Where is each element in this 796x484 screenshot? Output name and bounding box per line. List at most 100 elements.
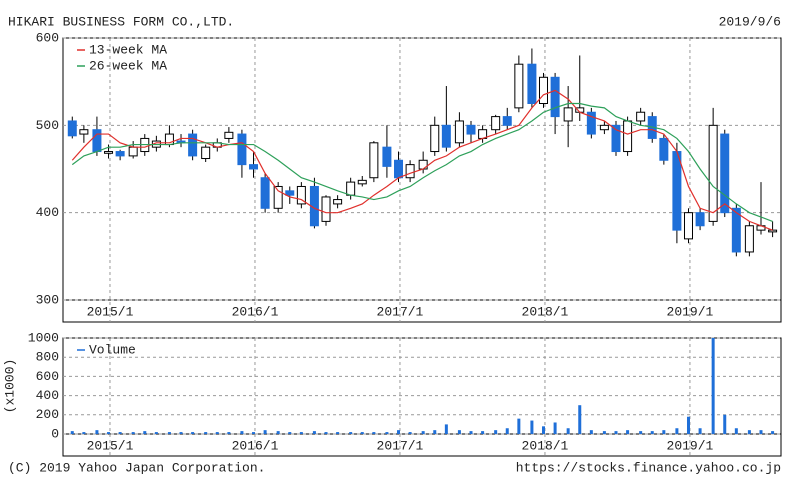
legend-label: 13-week MA — [89, 42, 167, 57]
y-tick-label: 400 — [36, 205, 59, 220]
volume-bar — [698, 428, 702, 434]
y-tick-label: 800 — [36, 350, 59, 365]
candle-body — [346, 181, 356, 196]
candle-body — [744, 225, 754, 253]
volume-bar — [215, 432, 219, 434]
volume-bar — [95, 430, 99, 434]
candle-body — [237, 133, 247, 166]
candle-body — [430, 124, 440, 153]
candle-body — [296, 185, 306, 205]
candle-body — [321, 196, 331, 222]
volume-bar — [662, 430, 666, 434]
candle-body — [405, 164, 415, 179]
y-tick-label: 300 — [36, 292, 59, 307]
volume-bar — [469, 431, 473, 434]
volume-bar — [759, 430, 763, 434]
candle-body — [454, 120, 464, 144]
candle-body — [201, 146, 211, 160]
candle-body — [418, 159, 428, 170]
volume-bar — [639, 431, 643, 434]
plot-frame — [62, 37, 782, 323]
legend-label: 26-week MA — [89, 58, 167, 73]
volume-bar — [602, 431, 606, 434]
volume-bar — [626, 430, 630, 434]
candle-body — [586, 111, 596, 135]
candle-body — [128, 146, 138, 157]
volume-bar — [143, 431, 147, 434]
volume-bar — [444, 424, 448, 434]
candle-body — [731, 207, 741, 253]
volume-bar — [372, 432, 376, 434]
candle-body — [369, 142, 379, 179]
candle-body — [502, 116, 512, 126]
volume-bar — [747, 430, 751, 434]
candle-body — [357, 179, 367, 185]
volume-bar — [421, 431, 425, 434]
volume-bar — [324, 432, 328, 434]
volume-bar — [481, 431, 485, 434]
candle-body — [115, 151, 125, 157]
candle-body — [768, 229, 778, 233]
volume-bar — [686, 416, 690, 434]
x-tick-label: 2017/1 — [377, 304, 424, 319]
y-tick-label: 600 — [36, 30, 59, 45]
x-tick-label: 2015/1 — [87, 438, 134, 453]
volume-bar — [82, 432, 86, 434]
volume-bar — [614, 431, 618, 434]
candle-body — [79, 129, 89, 135]
volume-bar — [578, 405, 582, 434]
candle-body — [224, 131, 234, 139]
candle-body — [104, 151, 114, 154]
candle-body — [273, 185, 283, 209]
volume-bar — [734, 428, 738, 434]
candle-body — [550, 76, 560, 118]
volume-bar — [118, 432, 122, 434]
candle-body — [672, 151, 682, 231]
candle-body — [466, 124, 476, 135]
candle-body — [394, 159, 404, 179]
volume-bar — [263, 430, 267, 434]
candle-body — [491, 116, 501, 131]
volume-bar — [240, 431, 244, 434]
y-tick-label: 600 — [36, 369, 59, 384]
volume-bar — [494, 430, 498, 434]
volume-bar — [408, 432, 412, 434]
candle-body — [563, 107, 573, 122]
x-tick-label: 2017/1 — [377, 438, 424, 453]
volume-bar — [336, 432, 340, 434]
volume-bar — [517, 418, 521, 434]
candle-body — [539, 76, 549, 105]
volume-bar — [360, 432, 364, 434]
volume-bar — [433, 430, 437, 434]
legend-label: Volume — [89, 342, 136, 357]
x-tick-label: 2019/1 — [667, 438, 714, 453]
candle-body — [527, 63, 537, 104]
volume-bar — [711, 338, 715, 434]
volume-bar — [312, 431, 316, 434]
candle-body — [67, 120, 77, 137]
volume-bar — [70, 431, 74, 434]
candle-body — [285, 190, 295, 196]
plot-frame — [62, 337, 782, 457]
ma-line — [71, 89, 773, 231]
x-tick-label: 2016/1 — [232, 304, 279, 319]
y-tick-label: 500 — [36, 118, 59, 133]
y-tick-label: 200 — [36, 407, 59, 422]
candle-body — [249, 164, 259, 170]
volume-bar — [650, 431, 654, 434]
volume-bar — [191, 432, 195, 434]
y-tick-label: 0 — [51, 426, 59, 441]
candle-body — [92, 129, 102, 153]
volume-bar — [589, 430, 593, 434]
volume-bar — [227, 432, 231, 434]
y-axis-label: (x1000) — [2, 359, 17, 414]
volume-bar — [167, 432, 171, 434]
volume-bar — [107, 432, 111, 434]
volume-bar — [457, 430, 461, 434]
x-tick-label: 2015/1 — [87, 304, 134, 319]
source-url: https://stocks.finance.yahoo.co.jp — [516, 460, 781, 475]
volume-bar — [154, 432, 158, 434]
volume-bar — [566, 428, 570, 434]
candle-body — [382, 146, 392, 167]
